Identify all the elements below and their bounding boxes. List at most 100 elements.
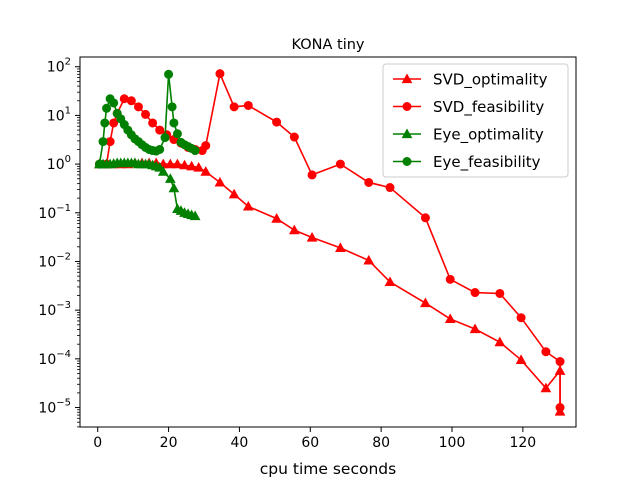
x-tick-label: 20 xyxy=(160,435,178,451)
data-point xyxy=(495,288,505,298)
series-layer xyxy=(94,69,566,416)
x-tick-label: 80 xyxy=(372,435,390,451)
data-point xyxy=(193,162,205,172)
data-point xyxy=(555,357,565,367)
y-tick-label: 101 xyxy=(47,105,71,124)
legend-label: Eye_feasibility xyxy=(433,153,541,172)
data-point xyxy=(172,129,182,139)
data-point xyxy=(148,118,158,128)
data-point xyxy=(98,137,108,147)
y-tick-label: 10−1 xyxy=(38,203,71,222)
plot-frame xyxy=(79,56,577,428)
legend-label: SVD_optimality xyxy=(433,71,548,90)
data-point xyxy=(157,166,169,176)
x-tick-label: 0 xyxy=(93,435,102,451)
data-point xyxy=(228,188,240,199)
data-point xyxy=(289,132,299,142)
data-point xyxy=(306,232,318,242)
x-axis-label: cpu time seconds xyxy=(260,460,396,478)
data-point xyxy=(335,159,345,169)
data-point xyxy=(167,102,177,112)
data-point xyxy=(420,213,430,223)
data-point xyxy=(363,254,375,265)
y-axis: 10−5 10−4 10−3 10−2 10−1 100 101 102 xyxy=(38,57,80,428)
series-line xyxy=(99,162,561,412)
data-point xyxy=(420,297,431,308)
series-eye-optimality xyxy=(94,157,201,221)
x-tick-label: 100 xyxy=(439,435,466,451)
data-point xyxy=(229,102,239,112)
legend-box xyxy=(382,63,569,178)
data-point xyxy=(169,118,179,128)
legend-label: Eye_optimality xyxy=(433,126,544,145)
data-point xyxy=(126,96,136,106)
data-point xyxy=(141,109,151,119)
data-point xyxy=(469,323,481,334)
legend: SVD_optimality SVD_feasibility Eye_optimal… xyxy=(382,63,569,178)
data-point xyxy=(179,159,190,170)
chart-title: KONA tiny xyxy=(292,37,365,53)
data-point xyxy=(133,102,143,112)
x-tick-label: 40 xyxy=(231,435,249,451)
y-tick-label: 10−4 xyxy=(38,349,71,368)
data-point xyxy=(94,159,104,169)
legend-entry: Eye_feasibility xyxy=(393,153,541,172)
data-point xyxy=(243,100,253,110)
data-point xyxy=(541,347,551,357)
legend-marker xyxy=(402,102,412,111)
data-point xyxy=(385,183,395,193)
x-axis: 0 20 40 60 80 100 120 xyxy=(93,427,536,451)
x-tick-label: 60 xyxy=(301,435,319,451)
data-point xyxy=(215,69,225,79)
series-svd-feasibility xyxy=(94,69,565,413)
legend-entry: SVD_feasibility xyxy=(393,98,544,117)
y-tick-label: 102 xyxy=(47,57,71,76)
data-point xyxy=(384,276,396,287)
data-point xyxy=(172,158,183,169)
legend-label: SVD_feasibility xyxy=(433,98,544,117)
y-tick-label: 10−3 xyxy=(38,300,71,319)
data-point xyxy=(102,103,112,113)
data-point xyxy=(272,117,282,127)
data-point xyxy=(189,210,201,221)
series-svd-optimality xyxy=(94,157,566,416)
data-point xyxy=(155,144,165,154)
data-point xyxy=(200,166,212,176)
legend-marker xyxy=(402,157,412,166)
data-point xyxy=(109,98,119,108)
data-point xyxy=(201,141,211,151)
series-eye-feasibility xyxy=(94,69,200,169)
data-point xyxy=(288,224,300,235)
y-tick-label: 10−5 xyxy=(38,398,71,417)
data-point xyxy=(164,173,176,183)
data-point xyxy=(516,313,526,323)
data-point xyxy=(168,182,180,193)
data-point xyxy=(540,382,552,393)
data-point xyxy=(155,125,165,135)
data-point xyxy=(445,274,455,284)
data-point xyxy=(494,336,506,347)
y-tick-label: 100 xyxy=(47,154,71,173)
data-point xyxy=(109,118,119,128)
data-point xyxy=(470,288,480,298)
data-point xyxy=(100,118,110,128)
data-point xyxy=(364,177,374,187)
x-tick-label: 120 xyxy=(509,435,536,451)
data-point xyxy=(214,176,226,187)
legend-marker xyxy=(401,73,413,84)
data-point xyxy=(164,69,174,79)
data-point xyxy=(271,213,282,223)
data-point xyxy=(555,403,565,413)
data-point xyxy=(444,313,456,324)
legend-entry: Eye_optimality xyxy=(393,126,544,145)
data-point xyxy=(335,242,346,253)
data-point xyxy=(242,200,254,211)
data-point xyxy=(160,133,170,143)
legend-entry: SVD_optimality xyxy=(393,71,548,90)
data-point xyxy=(307,170,317,180)
data-point xyxy=(164,158,176,169)
data-point xyxy=(190,146,200,156)
y-tick-label: 10−2 xyxy=(38,251,71,270)
data-point xyxy=(515,354,527,365)
